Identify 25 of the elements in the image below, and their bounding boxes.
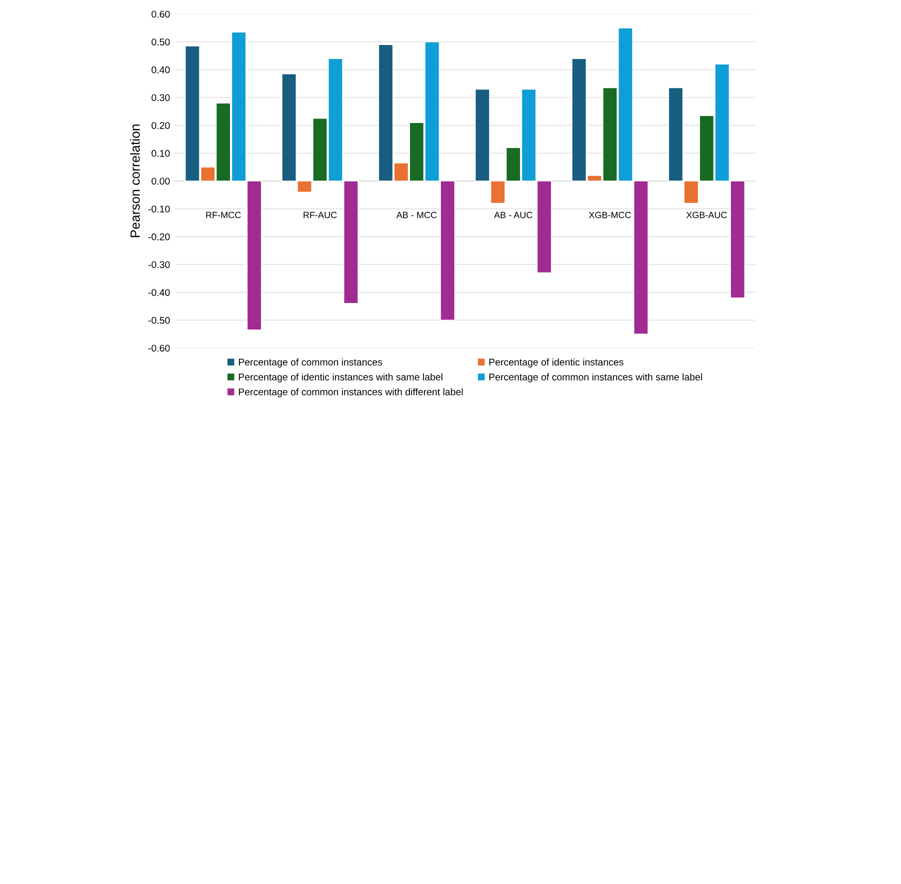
y-tick-label: -0.50 [148,316,170,324]
legend-label: Percentage of common instances [238,358,382,368]
y-tick-label: -0.10 [148,206,170,212]
x-tick-label: XGB-AUC [686,212,727,218]
y-tick-label: -0.40 [148,289,170,296]
y-tick-label: 0.50 [152,38,170,46]
x-tick-label: AB - MCC [396,212,437,218]
y-tick-label: 0.60 [152,10,170,18]
legend-label: Percentage of identic instances [489,358,624,368]
legend-label: Percentage of common instances with same label [489,373,702,382]
y-tick-label: 0.10 [152,150,170,157]
legend-label: Percentage of identic instances with same label [238,373,442,382]
legend-label: Percentage of common instances with different label [238,388,463,398]
x-tick-label: XGB-MCC [588,212,631,218]
y-tick-label: 0.20 [152,122,170,129]
y-tick-label: -0.30 [148,261,170,268]
y-tick-label: -0.60 [148,344,170,352]
y-tick-label: 0.30 [152,94,170,102]
x-tick-label: RF-MCC [206,212,241,218]
x-tick-label: RF-AUC [304,212,337,218]
x-tick-label: AB - AUC [494,212,532,218]
y-tick-label: 0.00 [152,178,170,185]
y-tick-label: 0.40 [152,66,170,74]
y-axis-title: Pearson correlation [130,124,140,238]
y-tick-label: -0.20 [148,233,170,240]
